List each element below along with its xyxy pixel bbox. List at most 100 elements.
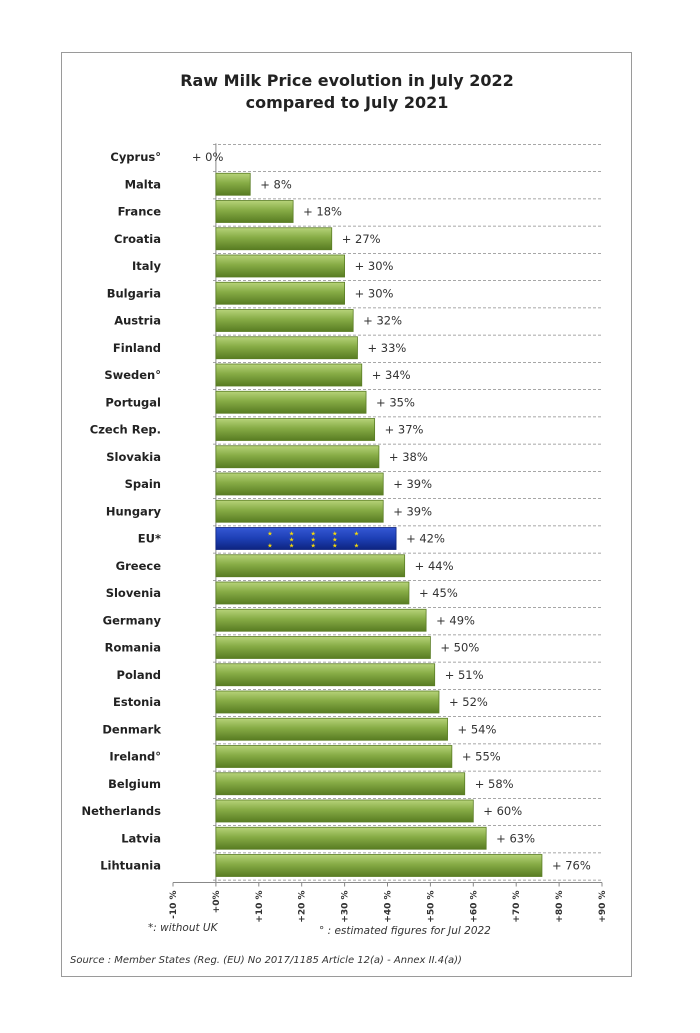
category-label: Austria <box>114 314 161 328</box>
x-tick-label: +30 % <box>341 891 351 923</box>
bar <box>215 254 345 278</box>
bar <box>215 336 358 360</box>
eu-star-icon: ★ <box>289 543 294 550</box>
value-label: + 18% <box>303 205 342 219</box>
eu-star-icon: ★ <box>332 537 337 544</box>
category-label: Germany <box>103 613 162 627</box>
value-label: + 8% <box>260 177 292 191</box>
value-label: + 39% <box>393 477 432 491</box>
category-label: Italy <box>132 259 161 273</box>
bar <box>215 608 427 632</box>
x-tick-label: +50 % <box>426 891 436 923</box>
bar <box>215 745 453 768</box>
labels: Cyprus° + 0% Malta + 8% France + 18% Croatia + … <box>81 150 590 873</box>
bar <box>215 390 367 414</box>
bar <box>215 717 448 741</box>
value-label: + 32% <box>363 314 402 328</box>
eu-star-icon: ★ <box>332 543 337 550</box>
category-label: Netherlands <box>81 804 161 818</box>
bar-chart: Raw Milk Price evolution in July 2022 co… <box>70 71 608 966</box>
chart-frame: Raw Milk Price evolution in July 2022 co… <box>61 52 632 977</box>
value-label: + 30% <box>355 259 394 273</box>
x-tick-label: +0% <box>212 891 222 914</box>
value-label: + 30% <box>355 286 394 300</box>
source-note: Source : Member States (Reg. (EU) No 201… <box>70 955 462 966</box>
bar <box>215 200 294 223</box>
value-label: + 35% <box>376 395 415 409</box>
value-label: + 54% <box>458 722 497 736</box>
value-label: + 76% <box>552 859 591 873</box>
category-label: Greece <box>116 559 162 573</box>
bar <box>215 663 436 687</box>
bar <box>215 418 376 441</box>
bar <box>215 227 333 251</box>
category-label: Finland <box>113 341 161 355</box>
bar <box>215 281 345 305</box>
x-axis: -10 % +0% +10 % +20 % +30 % +40 % +50 % +60 % +7… <box>169 882 608 923</box>
estimated-footnote: ° : estimated figures for Jul 2022 <box>319 925 491 937</box>
category-label: Belgium <box>108 777 161 791</box>
value-label: + 38% <box>389 450 428 464</box>
eu-star-icon: ★ <box>311 531 316 538</box>
category-label: Croatia <box>114 232 161 246</box>
eu-star-icon: ★ <box>289 531 294 538</box>
bar <box>215 854 543 877</box>
value-label: + 34% <box>372 368 411 382</box>
eu-star-icon: ★ <box>354 531 359 538</box>
value-label: + 58% <box>475 777 514 791</box>
category-label: Sweden° <box>104 368 161 382</box>
category-label: Poland <box>117 668 161 682</box>
bar <box>215 499 384 523</box>
bar <box>215 554 406 578</box>
category-label: Denmark <box>102 722 161 736</box>
category-label: Slovakia <box>106 450 161 464</box>
value-label: + 0% <box>192 150 224 164</box>
eu-star-icon: ★ <box>354 543 359 550</box>
bars: ★ ★ ★ ★ ★★ ★ ★★ ★ ★ ★ ★ <box>215 172 543 877</box>
bar-eu <box>215 527 397 550</box>
value-label: + 33% <box>367 341 406 355</box>
value-label: + 63% <box>496 831 535 845</box>
x-tick-label: +20 % <box>298 891 308 923</box>
category-label: Portugal <box>105 395 161 409</box>
x-tick-label: +40 % <box>384 891 394 923</box>
bar <box>215 772 466 796</box>
eu-footnote: *: without UK <box>148 922 219 934</box>
value-label: + 49% <box>436 613 475 627</box>
bar <box>215 799 474 823</box>
x-tick-label: +90 % <box>598 891 608 923</box>
bar <box>215 445 380 469</box>
category-label: EU* <box>138 532 161 546</box>
eu-star-icon: ★ <box>267 543 272 550</box>
category-label: Lihtuania <box>100 859 161 873</box>
value-label: + 27% <box>342 232 381 246</box>
category-label: Slovenia <box>106 586 161 600</box>
x-tick-label: +70 % <box>512 891 522 923</box>
chart-title-line-1: Raw Milk Price evolution in July 2022 <box>180 71 514 90</box>
eu-star-icon: ★ <box>311 537 316 544</box>
eu-star-icon: ★ <box>267 531 272 538</box>
eu-star-icon: ★ <box>289 537 294 544</box>
bar <box>215 172 251 196</box>
category-label: Estonia <box>113 695 161 709</box>
eu-star-icon: ★ <box>311 543 316 550</box>
value-label: + 39% <box>393 504 432 518</box>
value-label: + 55% <box>462 750 501 764</box>
x-tick-label: +80 % <box>555 891 565 923</box>
value-label: + 52% <box>449 695 488 709</box>
category-label: Hungary <box>106 504 162 518</box>
bar <box>215 363 363 387</box>
bar <box>215 826 487 850</box>
category-label: Latvia <box>121 831 161 845</box>
category-label: Cyprus° <box>110 150 161 164</box>
value-label: + 51% <box>445 668 484 682</box>
category-label: Czech Rep. <box>90 423 161 437</box>
category-label: Romania <box>105 641 161 655</box>
chart-title-line-2: compared to July 2021 <box>246 93 449 112</box>
value-label: + 44% <box>415 559 454 573</box>
category-label: Malta <box>125 177 161 191</box>
value-label: + 50% <box>440 641 479 655</box>
category-label: Bulgaria <box>107 286 161 300</box>
value-label: + 37% <box>385 423 424 437</box>
bar <box>215 472 384 496</box>
